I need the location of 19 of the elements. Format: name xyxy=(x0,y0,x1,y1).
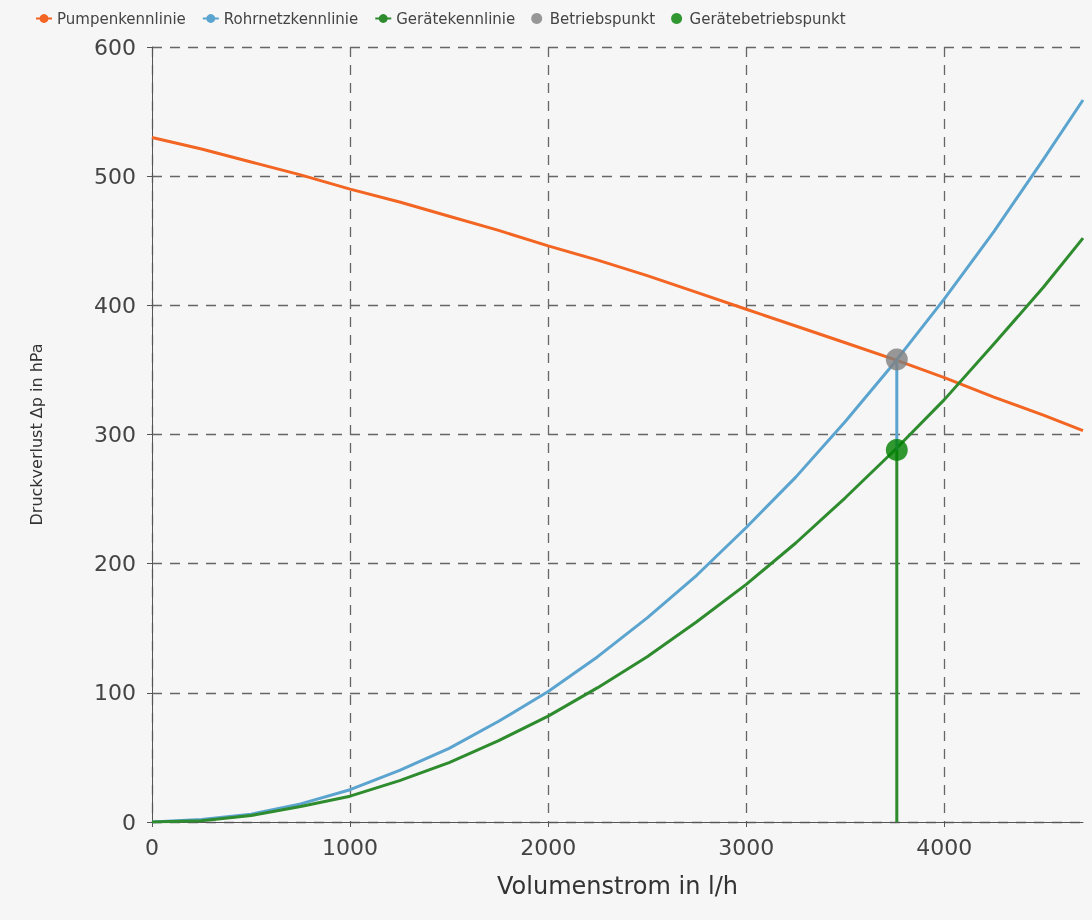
y-axis-title: Druckverlust Δp in hPa xyxy=(26,343,46,526)
x-tick-label: 3000 xyxy=(718,834,775,860)
y-tick-label: 0 xyxy=(122,809,136,835)
y-tick-label: 500 xyxy=(94,163,136,189)
x-tick-label: 0 xyxy=(145,834,159,860)
x-tick-label: 4000 xyxy=(916,834,973,860)
y-tick-label: 100 xyxy=(94,680,136,706)
x-tick-label: 1000 xyxy=(322,834,379,860)
y-tick-label: 200 xyxy=(94,551,136,577)
y-tick-label: 300 xyxy=(94,422,136,447)
legend-label: Pumpenkennlinie xyxy=(57,9,186,28)
legend-label: Gerätebetriebspunkt xyxy=(689,9,846,28)
x-tick-label: 2000 xyxy=(520,834,577,860)
legend-label: Rohrnetzkennlinie xyxy=(223,9,359,28)
y-tick-label: 600 xyxy=(94,34,136,60)
legend-label: Gerätekennlinie xyxy=(396,9,516,28)
legend-label: Betriebspunkt xyxy=(549,9,656,28)
x-axis-title: Volumenstrom in l/h xyxy=(497,872,738,900)
y-tick-label: 400 xyxy=(94,292,136,318)
